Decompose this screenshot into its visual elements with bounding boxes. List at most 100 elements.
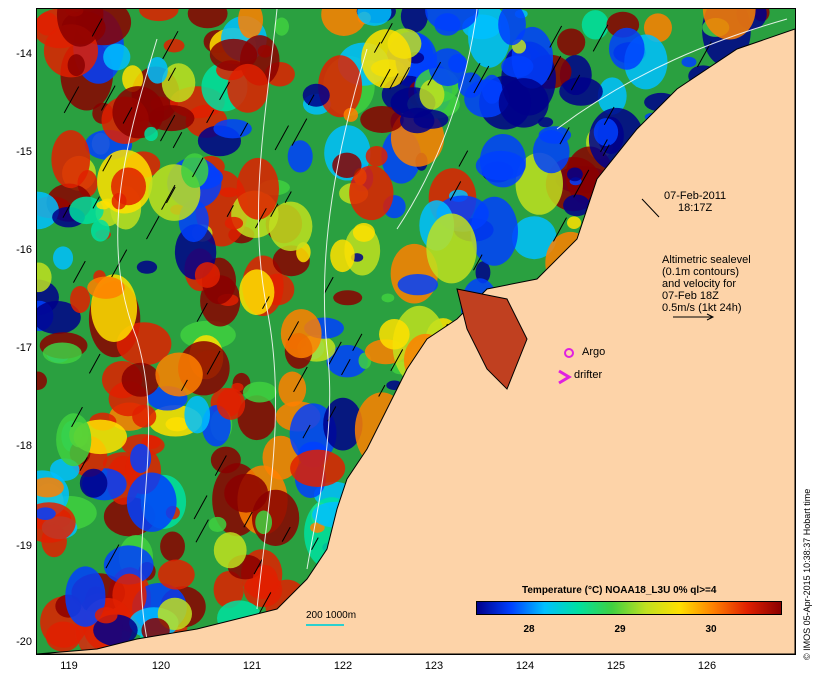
altimetry-line: 07-Feb 18Z [662,290,719,302]
sst-patch [379,318,410,350]
sst-patch [360,105,404,133]
colorbar [476,601,782,615]
sst-patch [681,56,697,68]
sst-patch [69,196,104,225]
sst-patch [160,531,185,562]
date-label: 07-Feb-2011 18:17Z [664,190,726,214]
sst-patch [239,269,275,316]
sst-patch [224,216,244,230]
sst-patch [187,9,228,29]
velocity-vector [573,169,590,198]
sst-patch [274,17,289,36]
sst-patch [155,352,203,397]
velocity-vector [473,254,483,271]
sst-patch [287,140,313,173]
velocity-vector [100,85,116,111]
velocity-vector [469,63,481,83]
velocity-vector [162,30,179,60]
sst-patch [242,381,277,403]
sst-patch [87,276,125,299]
sst-patch [136,260,158,274]
sst-patch [563,194,591,217]
sst-patch [219,187,239,198]
argo-label: Argo [582,346,606,358]
velocity-vector [253,559,263,575]
velocity-vector [378,384,386,397]
sst-patch [236,157,280,220]
lon-label: 126 [697,660,717,672]
sst-patch [428,48,467,87]
sst-patch [70,285,91,314]
sst-patch [357,9,392,26]
lon-label: 124 [515,660,535,672]
sst-patch [426,213,477,284]
sst-patch [42,342,82,364]
velocity-vector [195,519,209,543]
sst-patch [413,109,449,129]
sst-patch [352,223,375,242]
sst-patch [702,9,756,40]
lat-label: -14 [16,48,32,60]
velocity-vector [172,132,183,149]
velocity-vector [165,186,176,204]
sst-patch [290,449,346,487]
lon-label: 120 [151,660,171,672]
lat-label: -19 [16,540,32,552]
sst-patch [280,309,322,359]
velocity-vector [592,24,609,52]
lon-label: 122 [333,660,353,672]
sealevel-contours [117,9,788,640]
velocity-vector [600,139,608,153]
sst-patch [593,118,619,147]
altimetry-legend: Altimetric sealevel (0.1m contours) and … [662,254,751,314]
sst-patch [567,167,583,182]
sst-patch [498,9,526,46]
sst-map [37,9,795,654]
sst-patch [400,9,428,33]
velocity-vector [92,196,100,209]
velocity-vector [602,144,610,157]
sst-patch [112,86,164,139]
sst-patch [608,27,645,70]
velocity-vector [63,86,80,114]
sst-patch [56,413,92,467]
sst-patch [210,446,241,474]
velocity-vector [449,181,462,201]
temperature-patches [37,9,770,654]
velocity-vector [311,537,319,551]
altimetry-line: 0.5m/s (1kt 24h) [662,302,742,314]
velocity-vector [226,204,234,217]
velocity-vector [323,276,334,294]
sst-patch [470,196,518,266]
velocity-vector [122,107,133,124]
velocity-vector [219,81,230,101]
velocity-vector [239,122,249,137]
lon-label: 121 [242,660,262,672]
velocity-vector [72,260,86,283]
sst-patch [349,165,394,221]
velocity-vector [287,321,300,341]
velocity-vector [214,455,227,476]
velocity-vector [696,41,712,68]
lat-label: -17 [16,342,32,354]
sst-patch [559,77,603,106]
sst-patch [67,54,85,77]
sst-patch [397,273,439,296]
sst-patch [332,152,362,179]
velocity-vector [193,495,208,520]
lat-label: -16 [16,244,32,256]
sst-patch [94,607,118,624]
lon-label: 125 [606,660,626,672]
drifter-label: drifter [574,369,603,381]
sst-patch [157,597,192,631]
sst-patch [237,395,277,441]
sst-patch [302,83,330,107]
credit-text: © IMOS 05-Apr-2015 10:38:37 Hobart time [802,488,812,660]
velocity-vector [91,18,103,37]
sst-patch [333,290,363,306]
sst-patch [567,216,582,230]
date-pointer [641,198,660,218]
time-line: 18:17Z [677,202,713,214]
sst-patch [419,79,445,110]
sst-patch [216,388,246,420]
